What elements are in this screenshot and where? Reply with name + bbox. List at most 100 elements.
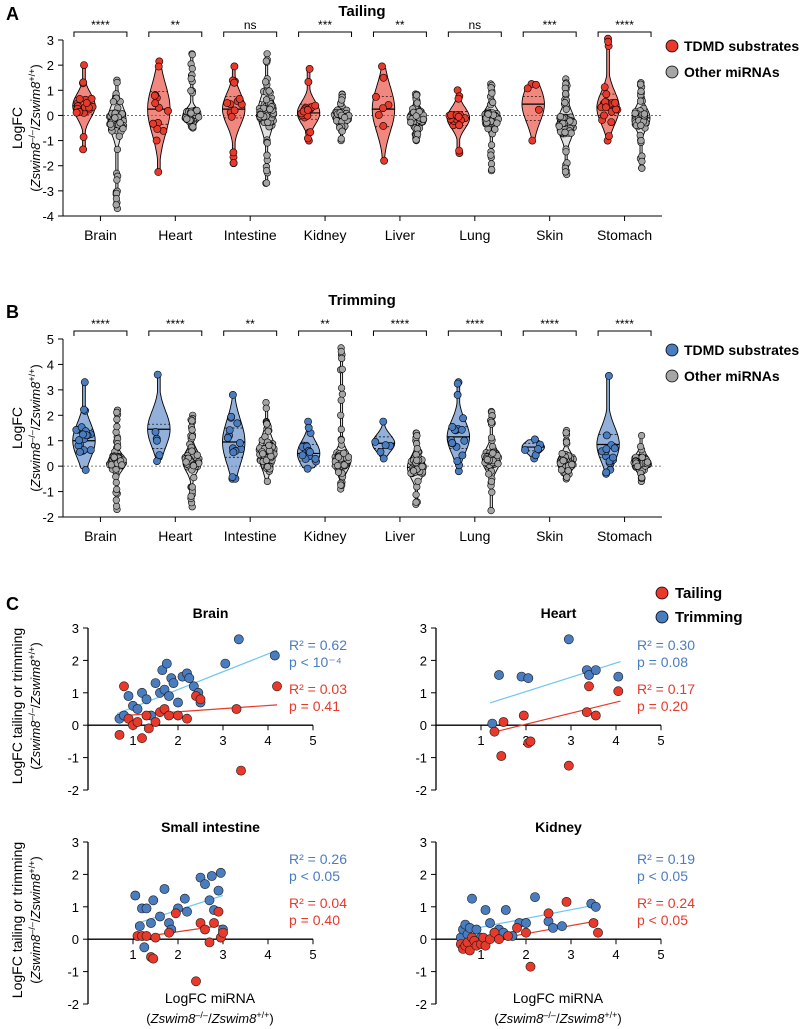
data-point-other-mirnas	[412, 136, 420, 144]
data-point-tdmd-substrates	[610, 444, 619, 453]
data-point-tdmd-substrates	[459, 414, 467, 423]
data-point-other-mirnas	[338, 127, 346, 135]
significance-bracket	[73, 31, 128, 37]
data-point-other-mirnas	[643, 458, 652, 466]
data-point-tdmd-substrates	[607, 118, 616, 126]
data-point-other-mirnas	[638, 164, 646, 172]
data-point-tdmd-substrates	[612, 105, 620, 114]
data-point-trimming	[485, 918, 495, 928]
data-point-tdmd-substrates	[602, 445, 611, 453]
data-point-tdmd-substrates	[306, 128, 315, 137]
significance-label: **	[395, 18, 405, 32]
data-point-tailing	[521, 927, 531, 938]
data-point-tdmd-substrates	[380, 156, 388, 165]
data-point-trimming	[521, 918, 531, 928]
stat-r2-tailing: R² = 0.17	[637, 681, 695, 697]
significance-bracket	[597, 31, 652, 37]
significance-label: ****	[91, 317, 110, 331]
scatter-brain: Brain -2 -1 0 1 2 3 1 2 3 4 5 R² = 0.62p < 10⁻⁴ R² = …	[67, 605, 347, 798]
scatter-title: Heart	[541, 605, 577, 621]
y-tick-label: 2	[47, 58, 54, 73]
data-point-tailing	[195, 694, 206, 705]
scatter-title: Kidney	[535, 819, 582, 835]
y-tick-label: 0	[72, 718, 79, 733]
data-point-other-mirnas	[112, 496, 120, 504]
data-point-trimming	[184, 673, 195, 684]
data-point-other-mirnas	[113, 176, 121, 184]
data-point-tdmd-substrates	[600, 83, 609, 91]
data-point-trimming	[134, 921, 145, 932]
data-point-trimming	[150, 678, 161, 688]
data-point-tailing	[119, 681, 129, 692]
significance-label: ****	[91, 18, 110, 32]
data-point-tailing	[236, 765, 246, 776]
data-point-tdmd-substrates	[153, 370, 162, 379]
significance-label: ****	[465, 317, 484, 331]
data-point-tdmd-substrates	[86, 446, 95, 454]
data-point-tdmd-substrates	[453, 390, 462, 399]
data-point-other-mirnas	[562, 105, 570, 113]
data-point-tdmd-substrates	[535, 105, 543, 114]
data-point-other-mirnas	[188, 50, 196, 59]
data-point-other-mirnas	[568, 460, 576, 469]
x-tick-label-stomach: Stomach	[597, 227, 652, 243]
data-point-tailing	[164, 927, 174, 938]
data-point-other-mirnas	[559, 457, 567, 465]
data-point-tailing	[182, 713, 192, 724]
data-point-other-mirnas	[182, 458, 190, 466]
x-tick-label-brain: Brain	[84, 227, 117, 243]
x-tick-label: 2	[174, 947, 181, 962]
scatter-title: Small intestine	[161, 819, 260, 835]
data-point-other-mirnas	[119, 125, 127, 133]
data-point-tailing	[148, 953, 159, 964]
fit-line-trimming	[489, 660, 621, 704]
data-point-other-mirnas	[263, 420, 271, 428]
panel-c-legend: Tailing Trimming	[655, 585, 743, 626]
data-point-tdmd-substrates	[531, 435, 539, 444]
significance-bracket	[298, 31, 353, 37]
x-tick-label-skin: Skin	[536, 227, 563, 243]
x-tick-label: 2	[522, 947, 529, 962]
data-point-other-mirnas	[188, 433, 196, 441]
data-point-other-mirnas	[112, 478, 120, 487]
panel-c-ylabel-top-genotype: (Zswim8–/–/Zswim8+/+)	[27, 642, 43, 769]
data-point-tdmd-substrates	[374, 111, 383, 119]
data-point-other-mirnas	[110, 453, 118, 462]
data-point-other-mirnas	[262, 404, 270, 412]
data-point-other-mirnas	[412, 491, 420, 499]
data-point-tdmd-substrates	[303, 464, 312, 473]
stat-p-trimming: p = 0.08	[637, 654, 688, 670]
data-point-tailing	[213, 906, 224, 917]
data-point-other-mirnas	[114, 443, 122, 451]
stat-p-trimming: p < 10⁻⁴	[289, 654, 342, 670]
data-point-tdmd-substrates	[448, 422, 457, 431]
data-point-other-mirnas	[112, 502, 121, 510]
data-point-tailing	[584, 681, 594, 692]
significance-label: ns	[468, 18, 481, 32]
data-point-tdmd-substrates	[229, 148, 238, 157]
data-point-trimming	[480, 905, 491, 915]
data-point-trimming	[146, 918, 156, 928]
x-tick-label-heart: Heart	[158, 528, 192, 544]
data-point-tdmd-substrates	[227, 112, 236, 121]
data-point-tdmd-substrates	[304, 423, 313, 432]
data-point-other-mirnas	[418, 462, 426, 471]
data-point-tdmd-substrates	[448, 439, 456, 447]
data-point-other-mirnas	[183, 115, 191, 123]
y-tick-label: -3	[42, 184, 54, 199]
fit-line-trimming	[460, 903, 599, 932]
data-point-tailing	[496, 751, 507, 761]
data-point-other-mirnas	[488, 488, 496, 496]
data-point-other-mirnas	[484, 110, 492, 118]
data-point-trimming	[590, 665, 601, 675]
data-point-other-mirnas	[488, 166, 496, 174]
x-tick-label: 5	[309, 947, 316, 962]
data-point-tdmd-substrates	[305, 448, 314, 456]
y-tick-label: 1	[420, 900, 427, 915]
data-point-trimming	[168, 678, 179, 688]
data-point-other-mirnas	[413, 91, 421, 99]
data-point-tdmd-substrates	[611, 98, 619, 107]
data-point-tailing	[141, 931, 152, 941]
data-point-tailing	[143, 723, 154, 734]
